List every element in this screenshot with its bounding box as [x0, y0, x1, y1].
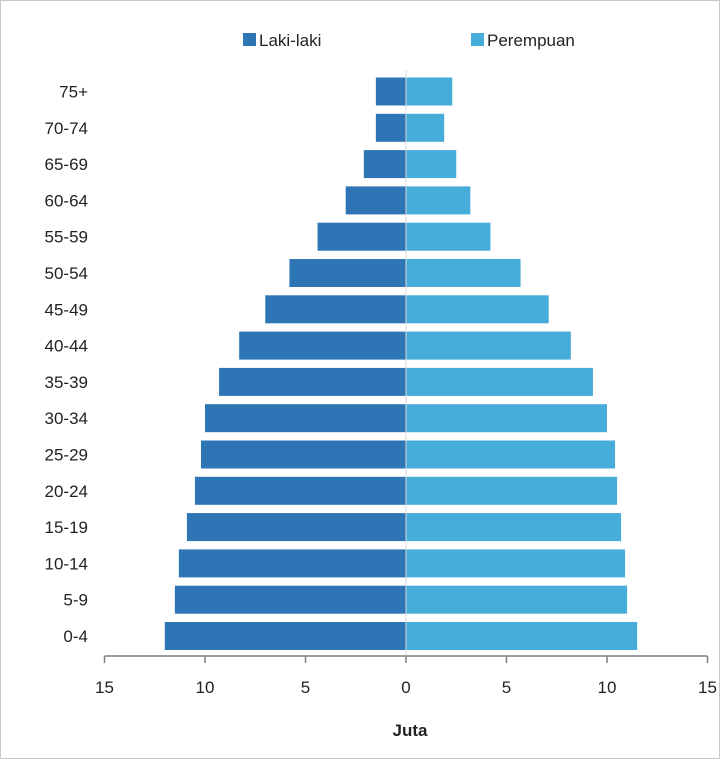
bar-perempuan-25-29	[406, 440, 616, 469]
legend: Laki-laki Perempuan	[243, 31, 575, 50]
x-tick-label: 0	[401, 678, 410, 697]
x-tick-label: 10	[196, 678, 215, 697]
bar-perempuan-15-19	[406, 513, 622, 542]
legend-label-laki-laki: Laki-laki	[259, 31, 321, 50]
bar-perempuan-0-4	[406, 622, 638, 650]
bar-perempuan-5-9	[406, 585, 628, 614]
y-tick-label: 35-39	[45, 373, 88, 392]
y-axis-ticks: 0-4 5-9 10-14 15-19 20-24 25-29 30-34 35-39 40-4…	[45, 83, 89, 647]
bar-perempuan-40-44	[406, 331, 571, 360]
bar-laki-laki-45-49	[265, 295, 406, 324]
bar-laki-laki-20-24	[194, 476, 406, 505]
x-tick-label: 5	[301, 678, 310, 697]
y-tick-label: 55-59	[45, 228, 88, 247]
y-tick-label: 60-64	[45, 191, 88, 210]
bars-group	[164, 70, 638, 656]
y-tick-label: 15-19	[45, 518, 88, 537]
y-tick-label: 45-49	[45, 300, 88, 319]
x-tick-label: 15	[698, 678, 717, 697]
y-tick-label: 30-34	[45, 409, 88, 428]
bar-laki-laki-55-59	[317, 222, 406, 251]
y-tick-label: 5-9	[63, 591, 88, 610]
y-tick-label: 0-4	[63, 627, 88, 646]
bar-perempuan-70-74	[406, 113, 445, 142]
bar-laki-laki-15-19	[186, 513, 406, 542]
bar-laki-laki-60-64	[345, 186, 406, 215]
bar-laki-laki-5-9	[174, 585, 406, 614]
y-tick-label: 40-44	[45, 337, 88, 356]
bar-laki-laki-50-54	[289, 259, 406, 287]
bar-perempuan-65-69	[406, 150, 457, 179]
bar-perempuan-45-49	[406, 295, 549, 324]
bar-perempuan-75+	[406, 77, 453, 106]
y-tick-label: 25-29	[45, 446, 88, 465]
x-tick-label: 10	[598, 678, 617, 697]
legend-label-perempuan: Perempuan	[487, 31, 575, 50]
bar-laki-laki-0-4	[164, 622, 406, 650]
legend-swatch-laki-laki	[243, 33, 256, 46]
y-tick-label: 75+	[59, 83, 88, 102]
bar-laki-laki-35-39	[219, 367, 406, 396]
bar-perempuan-10-14	[406, 549, 626, 578]
bar-laki-laki-65-69	[363, 150, 406, 179]
x-axis-title: Juta	[393, 721, 429, 740]
bar-laki-laki-10-14	[178, 549, 406, 578]
bar-perempuan-60-64	[406, 186, 471, 215]
bar-perempuan-35-39	[406, 367, 593, 396]
x-tick-label: 5	[502, 678, 511, 697]
bar-laki-laki-30-34	[205, 404, 406, 433]
legend-swatch-perempuan	[471, 33, 484, 46]
x-tick-label: 15	[95, 678, 114, 697]
bar-laki-laki-40-44	[239, 331, 406, 360]
bar-perempuan-20-24	[406, 476, 618, 505]
y-tick-label: 10-14	[45, 554, 88, 573]
y-tick-label: 70-74	[45, 119, 88, 138]
y-tick-label: 50-54	[45, 264, 88, 283]
bar-laki-laki-70-74	[375, 113, 406, 142]
bar-laki-laki-25-29	[200, 440, 406, 469]
bar-perempuan-30-34	[406, 404, 607, 433]
bar-perempuan-50-54	[406, 259, 521, 287]
bar-laki-laki-75+	[375, 77, 406, 106]
y-tick-label: 20-24	[45, 482, 88, 501]
bar-perempuan-55-59	[406, 222, 491, 251]
y-tick-label: 65-69	[45, 155, 88, 174]
x-axis: 15 10 5 0 5 10 15	[95, 655, 717, 697]
